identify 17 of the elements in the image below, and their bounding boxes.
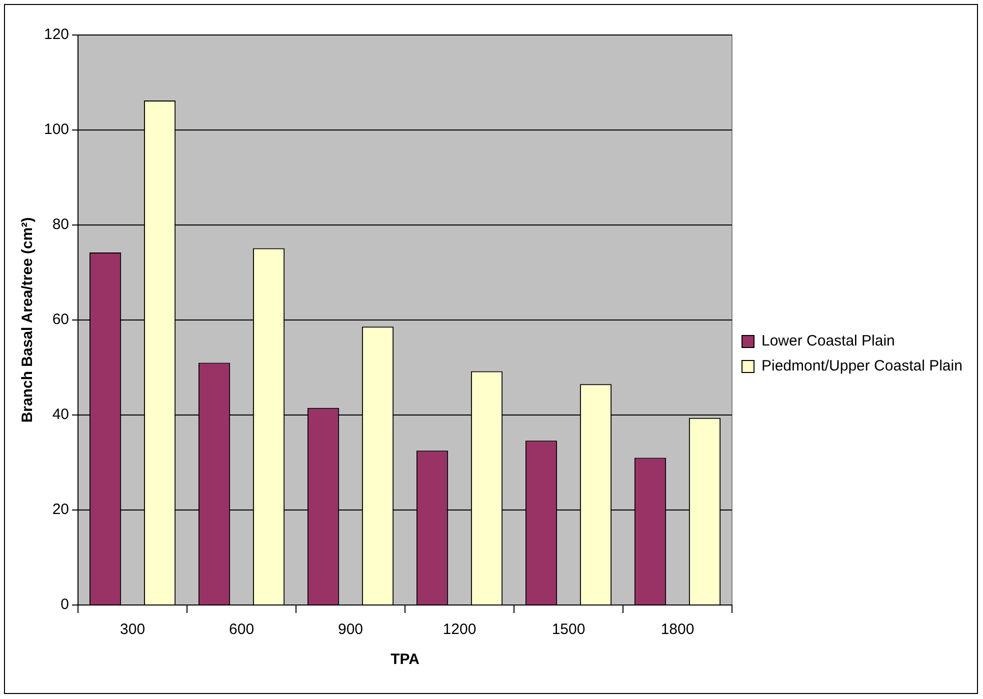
- x-tick-label: 600: [229, 621, 254, 638]
- x-axis-title: TPA: [390, 651, 420, 668]
- y-tick-label: 20: [52, 501, 70, 518]
- legend-label: Lower Coastal Plain: [762, 332, 895, 350]
- x-tick-label: 1200: [442, 621, 476, 638]
- y-tick-label: 120: [44, 26, 70, 44]
- y-tick-label: 0: [60, 596, 70, 614]
- y-tick-label: 60: [52, 311, 70, 328]
- legend-label: Piedmont/Upper Coastal Plain: [762, 358, 962, 375]
- x-tick-label: 1800: [660, 621, 694, 638]
- y-tick-label: 40: [52, 406, 70, 424]
- x-tick-label: 1500: [552, 621, 586, 638]
- y-tick-label: 100: [44, 121, 70, 138]
- x-tick-label: 900: [338, 621, 364, 638]
- y-axis-title: Branch Basal Area/tree (cm²): [19, 217, 36, 423]
- x-tick-label: 300: [120, 621, 146, 638]
- y-tick-label: 80: [52, 216, 70, 234]
